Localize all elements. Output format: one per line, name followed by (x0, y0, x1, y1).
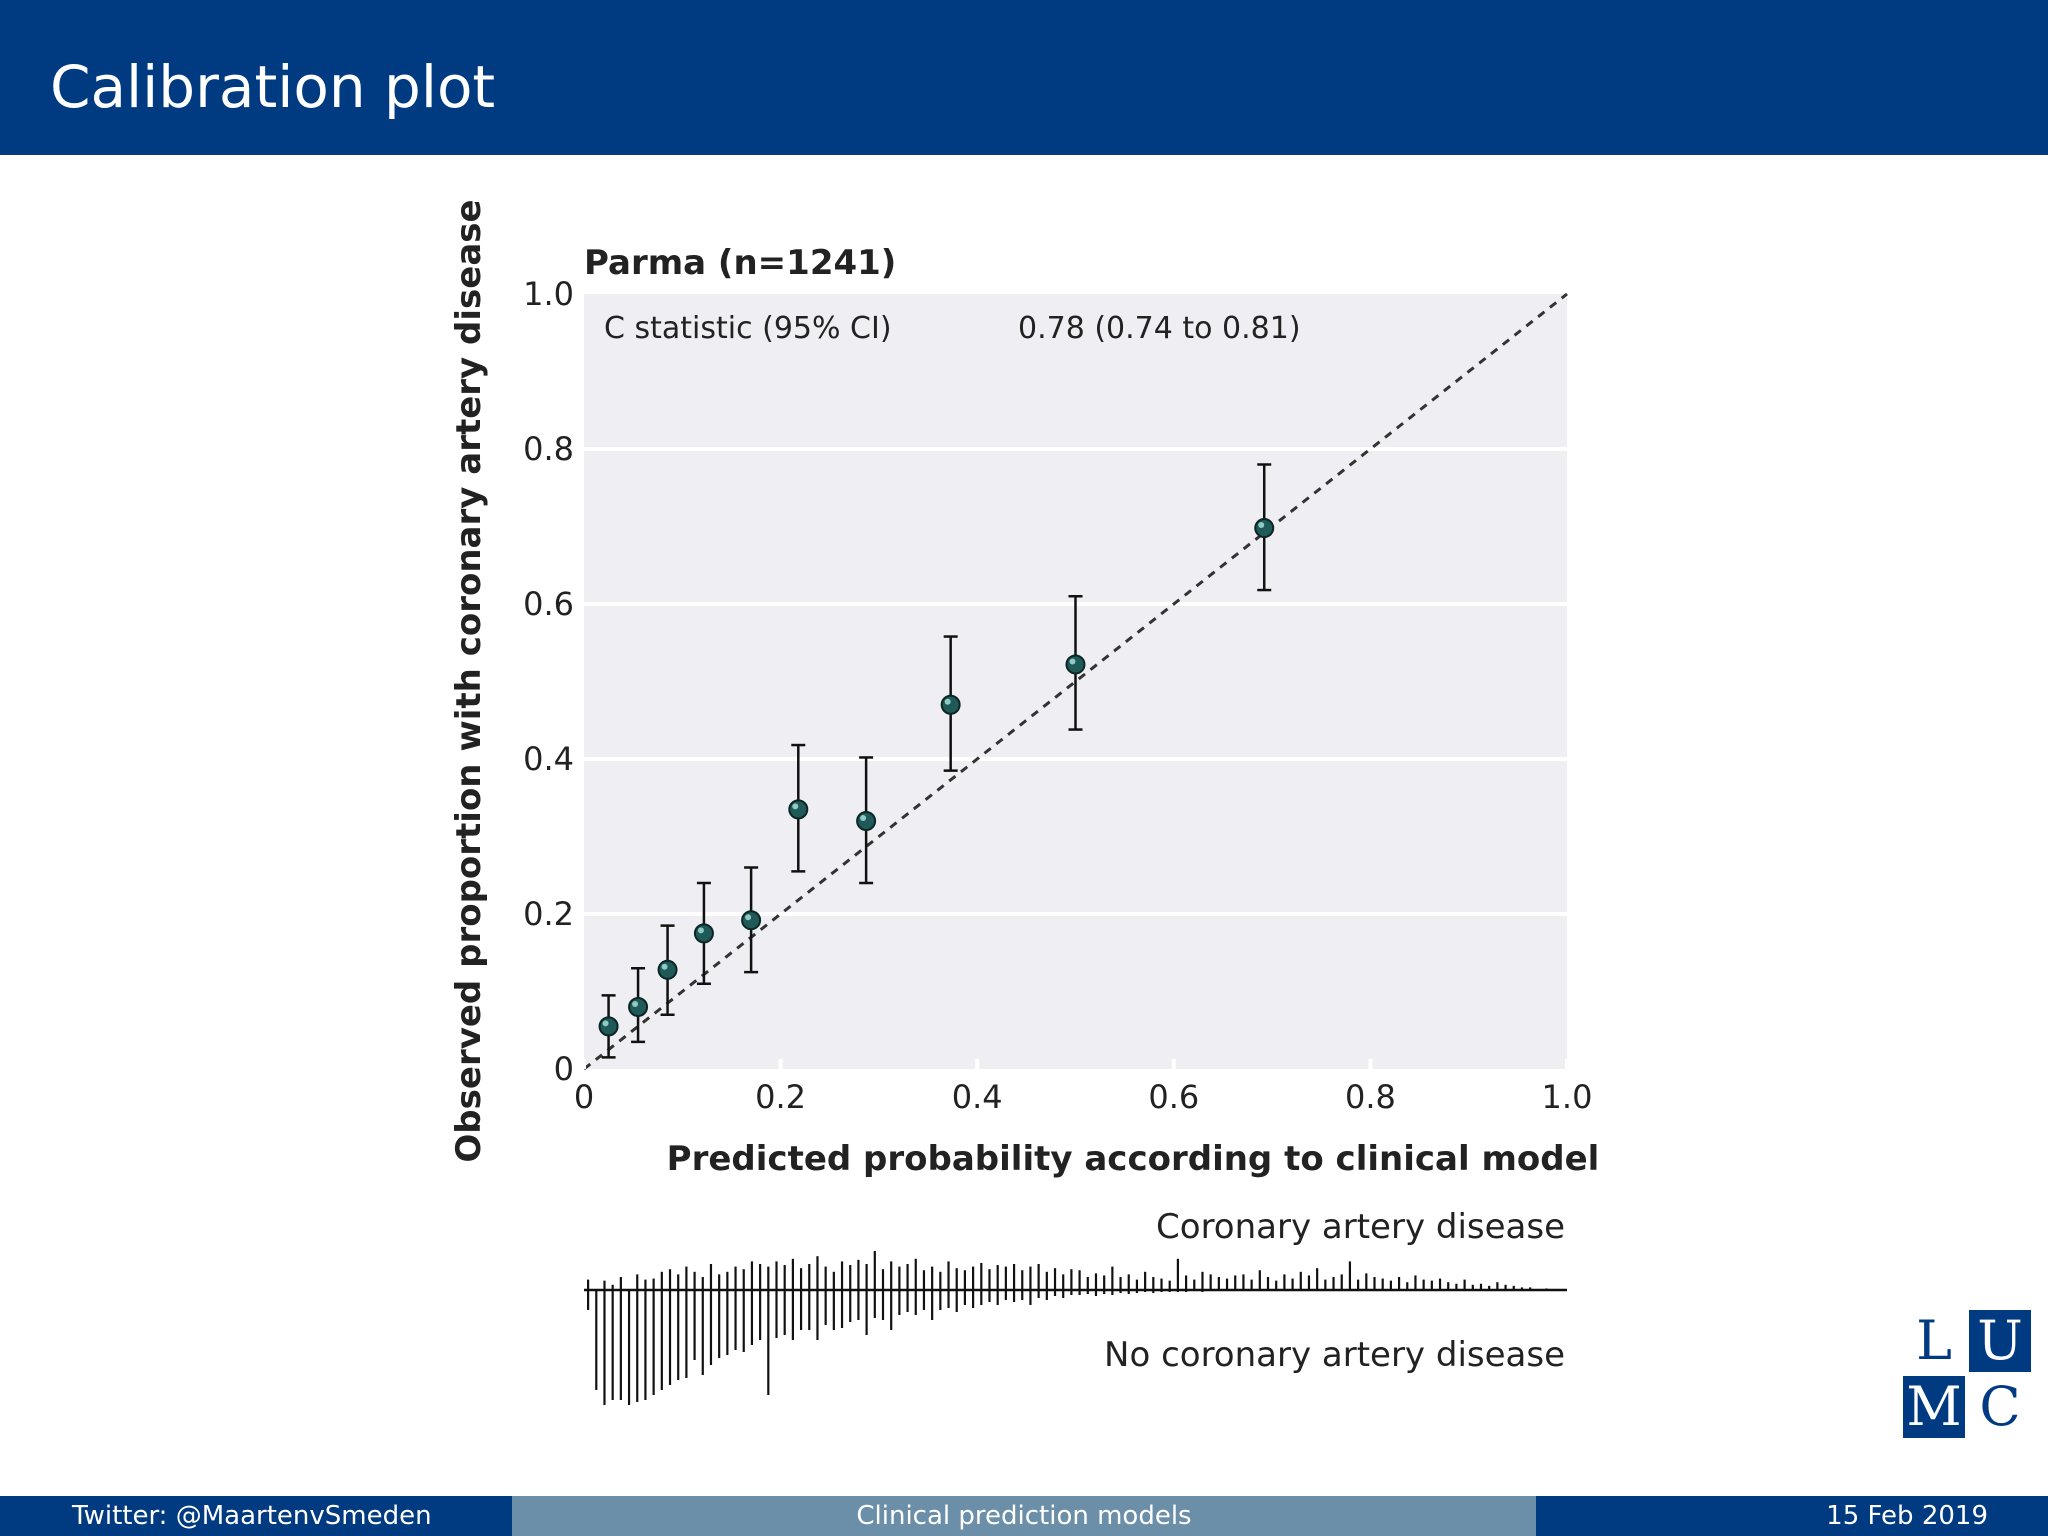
slide-title: Calibration plot (50, 53, 496, 121)
data-point (1254, 518, 1275, 539)
data-point-highlight (860, 815, 867, 821)
data-point-highlight (745, 914, 752, 921)
y-tick-label: 1.0 (523, 275, 574, 313)
x-tick-label: 0.6 (1148, 1078, 1199, 1116)
lumc-logo: L U M C (1903, 1310, 2033, 1440)
x-tick-label: 0.4 (952, 1078, 1003, 1116)
x-axis-label: Predicted probability according to clini… (667, 1139, 1600, 1179)
calibration-chart: 0 0.2 0.4 0.6 0.8 1.0 0 0.2 0.4 0.6 0.8 1.0 Parma (… (449, 199, 1600, 1405)
chart-title: Parma (n=1241) (584, 243, 896, 283)
calibration-point (1065, 595, 1086, 731)
calibration-point (657, 924, 678, 1016)
data-point (1065, 654, 1086, 675)
x-tick-label: 0.2 (755, 1078, 806, 1116)
risk-distribution-histogram (584, 1251, 1567, 1405)
footer-date: 15 Feb 2019 (1536, 1496, 2048, 1536)
data-point (628, 997, 649, 1017)
axis-ticks: 0 0.2 0.4 0.6 0.8 1.0 0 0.2 0.4 0.6 0.8 1.0 (523, 275, 1592, 1116)
x-tick-label: 0 (574, 1078, 594, 1116)
data-point-highlight (661, 963, 668, 970)
calibration-point (598, 994, 619, 1059)
logo-letter-u: U (1969, 1310, 2031, 1372)
calibration-points (598, 463, 1275, 1059)
slide-footer: Twitter: @MaartenvSmeden Clinical predic… (0, 1496, 2048, 1536)
data-point-highlight (697, 927, 704, 934)
data-point-highlight (632, 1001, 639, 1007)
slide-header: Calibration plot (0, 0, 2048, 155)
c-statistic-label: C statistic (95% CI) (604, 311, 892, 346)
data-point (741, 910, 762, 931)
calibration-point (741, 866, 762, 974)
calibration-point (856, 756, 877, 885)
data-point (657, 959, 678, 980)
logo-letter-m: M (1903, 1376, 1965, 1438)
data-point (598, 1016, 619, 1037)
data-point-highlight (792, 803, 799, 810)
calibration-point (1254, 463, 1275, 592)
data-point (856, 811, 877, 831)
calibration-point (788, 743, 809, 873)
data-point-highlight (1069, 658, 1076, 665)
x-tick-label: 1.0 (1542, 1078, 1593, 1116)
data-point-highlight (944, 698, 951, 705)
calibration-point (628, 967, 649, 1044)
data-point (693, 923, 714, 944)
y-tick-label: 0.6 (523, 585, 574, 623)
data-point-highlight (602, 1020, 609, 1027)
footer-talk-title: Clinical prediction models (512, 1496, 1536, 1536)
histogram-upper-label: Coronary artery disease (1156, 1207, 1565, 1247)
data-point-highlight (1258, 522, 1265, 529)
y-tick-label: 0.2 (523, 895, 574, 933)
x-tick-label: 0.8 (1345, 1078, 1396, 1116)
calibration-point (940, 635, 961, 772)
y-tick-label: 0.4 (523, 740, 574, 778)
footer-twitter: Twitter: @MaartenvSmeden (0, 1496, 512, 1536)
calibration-point (693, 881, 714, 985)
y-axis-label: Observed proportion with coronary artery… (449, 199, 489, 1162)
data-point (940, 694, 961, 715)
y-tick-label: 0 (554, 1050, 574, 1088)
logo-letter-l: L (1903, 1310, 1965, 1372)
logo-letter-c: C (1969, 1376, 2031, 1438)
histogram-lower-label: No coronary artery disease (1104, 1335, 1565, 1375)
y-tick-label: 0.8 (523, 430, 574, 468)
data-point (788, 799, 809, 820)
c-statistic-value: 0.78 (0.74 to 0.81) (1018, 311, 1301, 346)
